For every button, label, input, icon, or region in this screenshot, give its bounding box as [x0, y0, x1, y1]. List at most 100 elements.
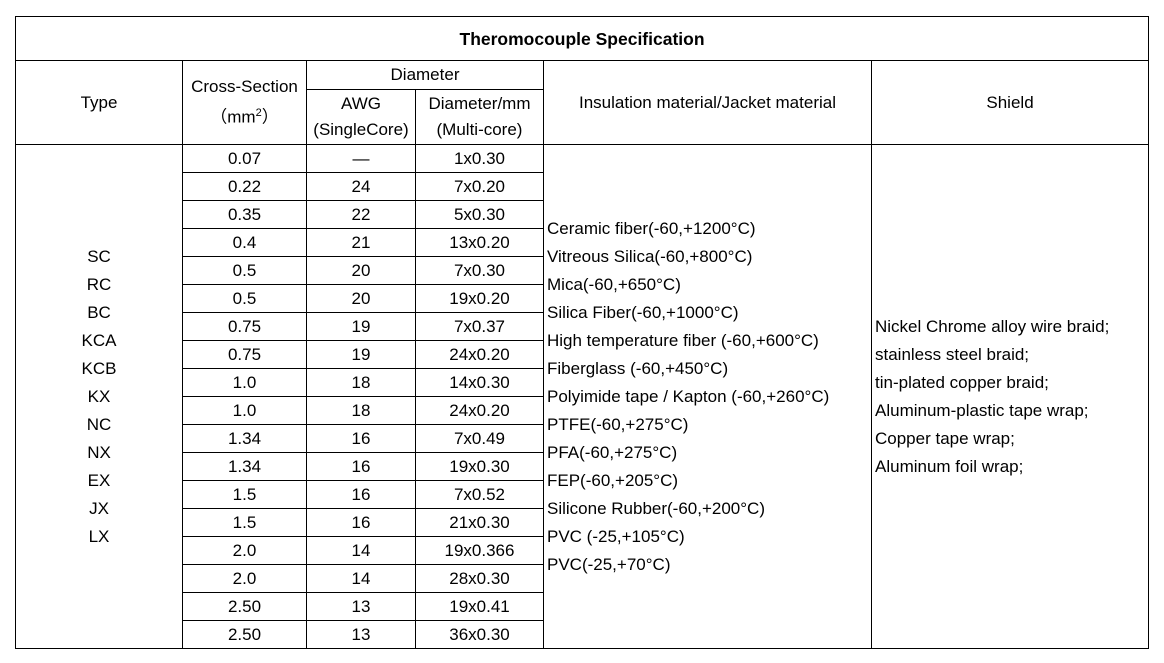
- header-cross-section: Cross-Section （mm2）: [182, 60, 307, 145]
- cross-section-cell: 0.35: [182, 200, 307, 229]
- cross-section-cell: 2.50: [182, 620, 307, 649]
- header-shield: Shield: [870, 60, 1150, 145]
- table-row: 1.34 16 19x0.30: [16, 452, 1149, 481]
- diameter-cell: 21x0.30: [415, 508, 544, 537]
- diameter-cell: 19x0.41: [415, 592, 544, 621]
- header-cross-section-unit: （mm2）: [210, 107, 279, 127]
- diameter-cell: 19x0.20: [415, 284, 544, 313]
- header-diameter: Diameter: [306, 60, 544, 90]
- type-item: LX: [88, 526, 110, 546]
- cross-section-cell: 0.07: [182, 144, 307, 173]
- awg-cell: 16: [306, 508, 416, 537]
- table-row: 0.75 19 24x0.20: [16, 340, 1149, 369]
- table-row: 0.35 22 5x0.30: [16, 200, 1149, 229]
- table-row: SC RC BC KCA KCB KX NC NX EX JX LX 0.07—1x0.30 Ceram…: [15, 144, 1150, 649]
- type-item: NX: [87, 442, 111, 462]
- table-row: 0.75 19 7x0.37: [16, 312, 1149, 341]
- diameter-cell: 7x0.49: [415, 424, 544, 453]
- insulation-item: Ceramic fiber(-60,+1200°C): [547, 218, 756, 238]
- awg-cell: 13: [306, 592, 416, 621]
- insulation-item: Silica Fiber(-60,+1000°C): [547, 302, 739, 322]
- insulation-item: Mica(-60,+650°C): [547, 274, 681, 294]
- table-row: 2.50 13 19x0.41: [16, 592, 1149, 621]
- awg-cell: 19: [306, 340, 416, 369]
- diameter-cell: 19x0.366: [415, 536, 544, 565]
- type-item: JX: [89, 498, 109, 518]
- cross-section-cell: 1.34: [182, 424, 307, 453]
- shield-item: Nickel Chrome alloy wire braid;: [875, 316, 1110, 336]
- diameter-cell: 7x0.52: [415, 480, 544, 509]
- awg-cell: 20: [306, 256, 416, 285]
- cross-section-cell: 1.5: [182, 480, 307, 509]
- cross-section-cell: 1.0: [182, 368, 307, 397]
- insulation-item: FEP(-60,+205°C): [547, 470, 679, 490]
- diameter-cell: 7x0.37: [415, 312, 544, 341]
- cross-section-cell: 1.5: [182, 508, 307, 537]
- table-row: 1.0 18 14x0.30: [16, 368, 1149, 397]
- type-item: KX: [87, 386, 111, 406]
- awg-cell: 14: [306, 536, 416, 565]
- shield-item: Copper tape wrap;: [875, 428, 1015, 448]
- header-insulation: Insulation material/Jacket material: [543, 60, 872, 145]
- shield-item: Aluminum-plastic tape wrap;: [875, 400, 1089, 420]
- cross-section-cell: 0.4: [182, 228, 307, 257]
- awg-cell: —: [306, 144, 416, 173]
- type-list-cell: SC RC BC KCA KCB KX NC NX EX JX LX: [15, 144, 183, 649]
- header-awg: AWG (SingleCore): [306, 89, 416, 145]
- cross-section-cell: 1.0: [182, 396, 307, 425]
- type-item: SC: [87, 246, 111, 266]
- diameter-cell: 5x0.30: [415, 200, 544, 229]
- diameter-cell: 28x0.30: [415, 564, 544, 593]
- awg-cell: 20: [306, 284, 416, 313]
- awg-cell: 13: [306, 620, 416, 649]
- insulation-item: Vitreous Silica(-60,+800°C): [547, 246, 753, 266]
- diameter-cell: 7x0.20: [415, 172, 544, 201]
- type-item: BC: [87, 302, 111, 322]
- header-type: Type: [15, 60, 183, 145]
- diameter-cell: 13x0.20: [415, 228, 544, 257]
- cross-section-cell: 2.50: [182, 592, 307, 621]
- shield-list-cell: Nickel Chrome alloy wire braid; stainless…: [870, 144, 1150, 649]
- table-title: Theromocouple Specification: [14, 16, 1150, 61]
- awg-cell: 22: [306, 200, 416, 229]
- table-row: 0.5 20 7x0.30: [16, 256, 1149, 285]
- header-cross-section-label: Cross-Section: [191, 77, 298, 97]
- table-row: 0.5 20 19x0.20: [16, 284, 1149, 313]
- table-row: 1.0 18 24x0.20: [16, 396, 1149, 425]
- awg-cell: 18: [306, 396, 416, 425]
- type-item: KCB: [81, 358, 117, 378]
- type-item: EX: [87, 470, 111, 490]
- insulation-item: Fiberglass (-60,+450°C): [547, 358, 729, 378]
- awg-cell: 21: [306, 228, 416, 257]
- insulation-item: High temperature fiber (-60,+600°C): [547, 330, 819, 350]
- diameter-cell: 14x0.30: [415, 368, 544, 397]
- spec-table: Theromocouple Specification Type Cross-S…: [14, 16, 1150, 649]
- table-row: 1.34 16 7x0.49: [16, 424, 1149, 453]
- table-row: 0.4 21 13x0.20: [16, 228, 1149, 257]
- insulation-list-cell: Ceramic fiber(-60,+1200°C) Vitreous Silic…: [543, 144, 872, 649]
- insulation-item: PTFE(-60,+275°C): [547, 414, 689, 434]
- cross-section-cell: 0.22: [182, 172, 307, 201]
- cross-section-cell: 2.0: [182, 564, 307, 593]
- shield-item: Aluminum foil wrap;: [875, 456, 1024, 476]
- cross-section-cell: 2.0: [182, 536, 307, 565]
- insulation-item: PFA(-60,+275°C): [547, 442, 678, 462]
- type-item: KCA: [81, 330, 117, 350]
- awg-cell: 18: [306, 368, 416, 397]
- insulation-item: Silicone Rubber(-60,+200°C): [547, 498, 765, 518]
- insulation-item: PVC(-25,+70°C): [547, 554, 671, 574]
- insulation-item: PVC (-25,+105°C): [547, 526, 685, 546]
- diameter-cell: 24x0.20: [415, 340, 544, 369]
- diameter-cell: 7x0.30: [415, 256, 544, 285]
- table-row: 2.50 13 36x0.30: [16, 620, 1149, 649]
- diameter-cell: 24x0.20: [415, 396, 544, 425]
- diameter-cell: 19x0.30: [415, 452, 544, 481]
- awg-cell: 24: [306, 172, 416, 201]
- diameter-cell: 36x0.30: [415, 620, 544, 649]
- cross-section-cell: 0.5: [182, 256, 307, 285]
- awg-cell: 19: [306, 312, 416, 341]
- awg-cell: 16: [306, 452, 416, 481]
- type-item: NC: [86, 414, 112, 434]
- diameter-cell: 1x0.30: [415, 144, 544, 173]
- insulation-item: Polyimide tape / Kapton (-60,+260°C): [547, 386, 830, 406]
